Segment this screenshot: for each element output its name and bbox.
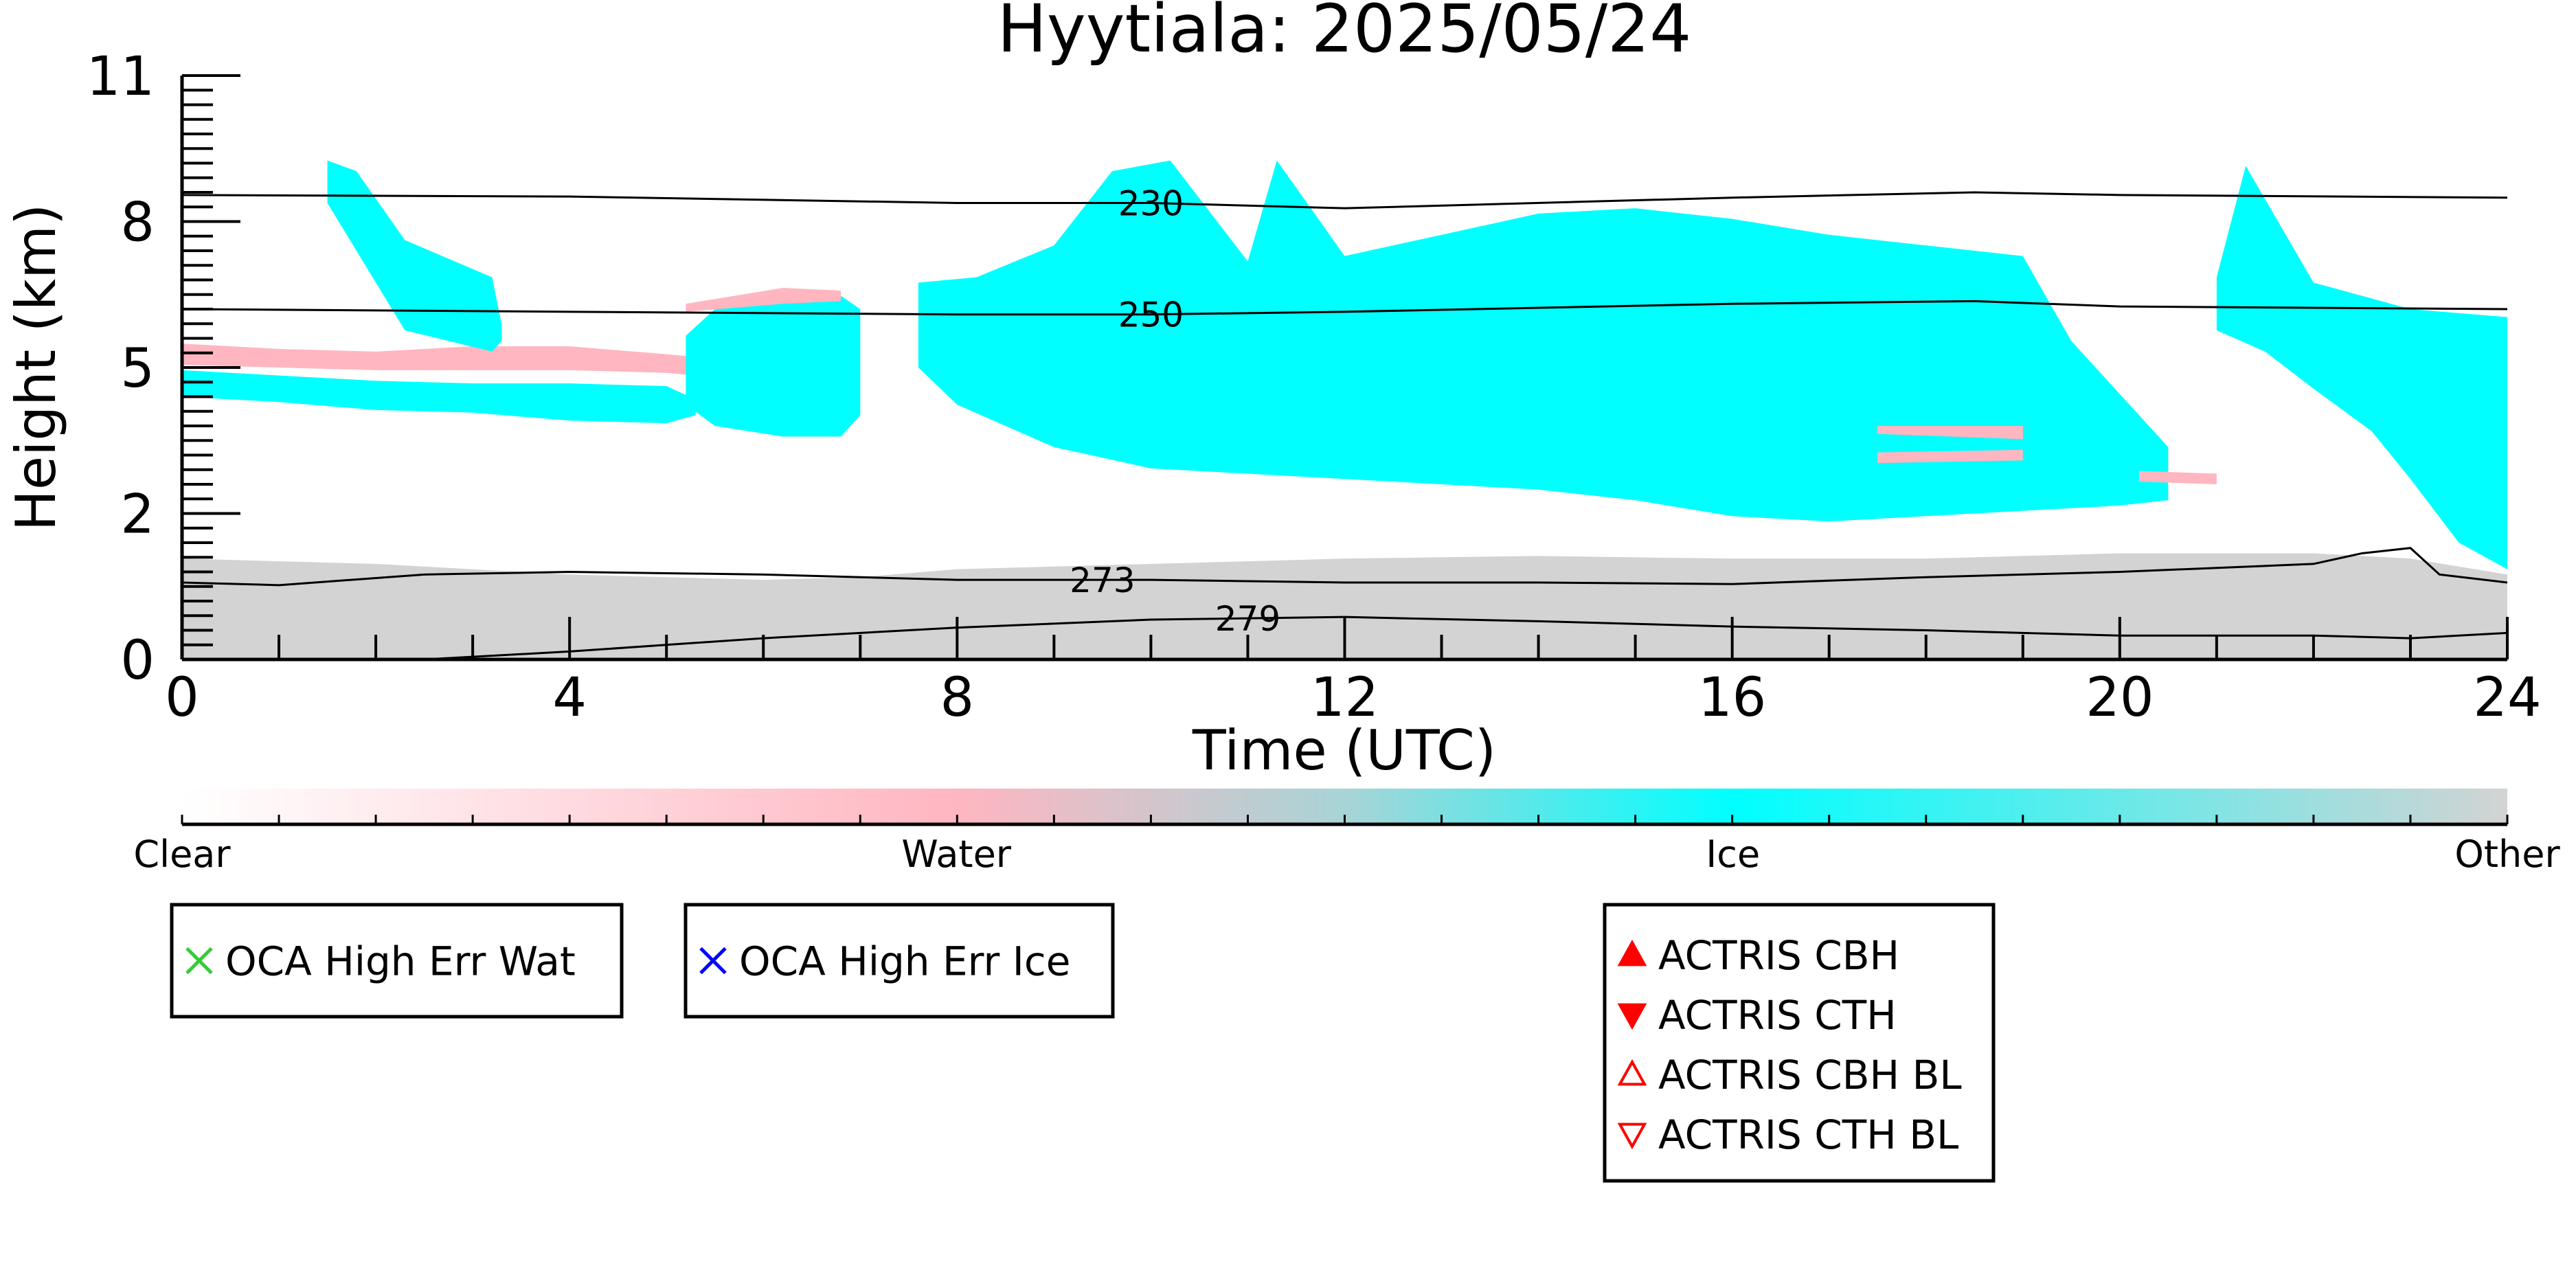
colorbar-label-other: Other xyxy=(2454,833,2560,876)
cloud-region-water xyxy=(1877,449,2023,464)
x-tick-label: 4 xyxy=(552,667,587,729)
legend-box-3: ACTRIS CBH ACTRIS CTH ACTRIS CBH BL ACTRIS … xyxy=(1603,903,1996,1183)
cloud-region-water xyxy=(686,288,841,312)
y-axis-title: Height (km) xyxy=(4,204,68,532)
contour-line-250 xyxy=(182,300,2507,316)
legend-entry-label: OCA High Err Wat xyxy=(225,938,576,985)
contour-line-230 xyxy=(182,191,2507,210)
legend-box-2: OCA High Err Ice xyxy=(683,903,1115,1019)
cloud-region-ice xyxy=(2216,166,2507,569)
x-tick-label: 0 xyxy=(165,667,199,729)
y-tick-label: 11 xyxy=(87,46,155,108)
cloud-region-ice xyxy=(686,293,861,437)
triangle-down-icon xyxy=(1617,1122,1647,1150)
x-tick-label: 24 xyxy=(2473,667,2541,729)
contour-label-279: 279 xyxy=(1215,599,1280,639)
x-tick-label: 8 xyxy=(940,667,975,729)
legends: OCA High Err Wat OCA High Err Ice ACTRIS C… xyxy=(170,903,1996,1183)
colorbar-label-ice: Ice xyxy=(1706,833,1760,876)
legend-entry-label: ACTRIS CBH BL xyxy=(1658,1052,1962,1098)
x-axis-title: Time (UTC) xyxy=(1192,719,1496,782)
cloud-region-water xyxy=(2139,471,2217,484)
temperature-contours xyxy=(182,191,2507,659)
legend-entry-label: OCA High Err Ice xyxy=(739,938,1070,985)
x-marker-icon xyxy=(699,947,727,975)
cloud-layer xyxy=(182,160,2507,659)
x-tick-label: 20 xyxy=(2086,667,2154,729)
contour-line-273 xyxy=(182,547,2507,587)
x-ticks: 0 4 8 12 16 20 24 xyxy=(165,617,2542,729)
colorbar-ticks xyxy=(181,815,2509,824)
legend-frame xyxy=(1603,903,1996,1183)
colorbar-label-water: Water xyxy=(901,833,1011,876)
y-tick-label: 5 xyxy=(120,338,155,400)
triangle-up-icon xyxy=(1617,939,1647,967)
cloud-region-ice xyxy=(918,160,2169,522)
legend-entry-label: ACTRIS CTH BL xyxy=(1658,1111,1958,1158)
legend-frame xyxy=(683,903,1115,1019)
colorbar-labels: Clear Water Ice Other xyxy=(133,833,2560,876)
contour-line-279 xyxy=(182,615,2507,659)
contour-labels: 230 250 273 279 xyxy=(1070,183,1280,639)
x-marker-icon xyxy=(185,947,213,975)
triangle-down-icon xyxy=(1617,1003,1647,1030)
cloud-region-water xyxy=(182,343,696,376)
colorbar: Clear Water Ice Other xyxy=(133,789,2560,876)
legend-box-1: OCA High Err Wat xyxy=(170,903,624,1019)
triangle-up-icon xyxy=(1617,1059,1647,1086)
legend-frame xyxy=(170,903,624,1019)
cloud-region-ice xyxy=(327,160,502,352)
cloud-region-other xyxy=(182,553,2507,659)
y-tick-label: 0 xyxy=(120,630,155,692)
contour-label-250: 250 xyxy=(1118,295,1184,335)
contour-label-230: 230 xyxy=(1118,183,1184,223)
y-ticks: 0 2 5 8 11 xyxy=(87,46,240,692)
axes: 0 4 8 12 16 20 24 0 2 5 8 11 xyxy=(87,46,2542,729)
legend-entry-label: ACTRIS CBH xyxy=(1658,932,1899,979)
cloud-region-ice xyxy=(182,370,696,424)
y-tick-label: 2 xyxy=(120,484,155,546)
x-tick-label: 16 xyxy=(1698,667,1766,729)
x-tick-label: 12 xyxy=(1311,667,1379,729)
cloud-region-water xyxy=(1877,426,2023,440)
chart-title: Hyytiala: 2025/05/24 xyxy=(997,0,1692,67)
contour-label-273: 273 xyxy=(1070,561,1135,600)
y-tick-label: 8 xyxy=(120,192,155,254)
colorbar-label-clear: Clear xyxy=(133,833,231,876)
legend-entry-label: ACTRIS CTH xyxy=(1658,992,1897,1039)
plot-area xyxy=(182,160,2507,659)
